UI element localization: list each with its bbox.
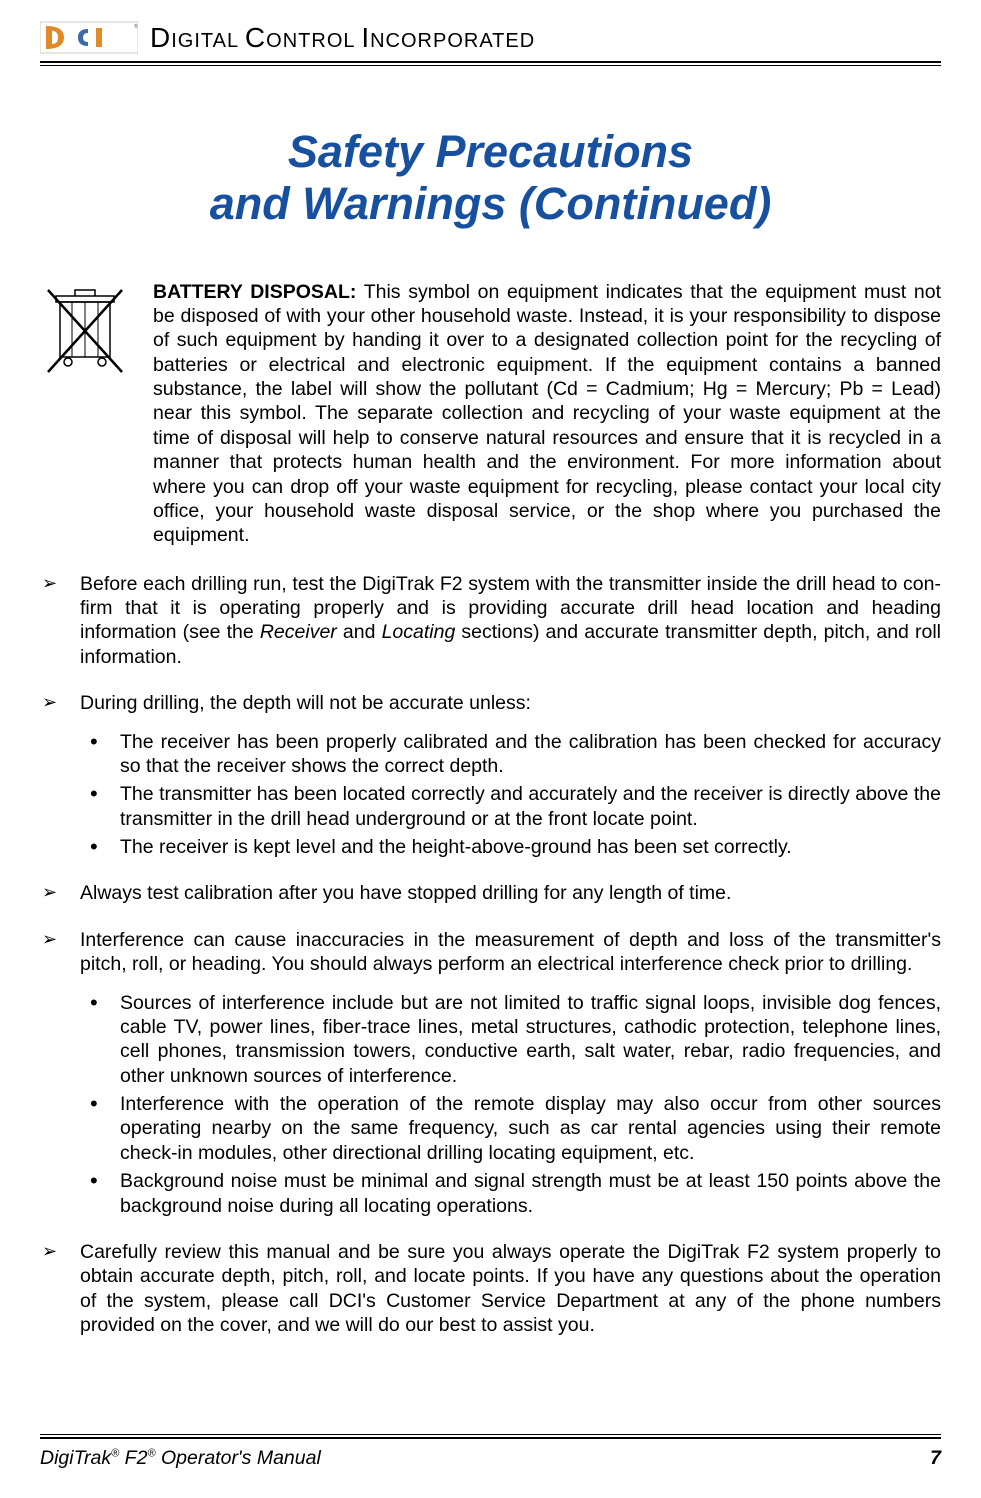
battery-disposal-block: BATTERY DISPOSAL: This symbol on equipme… — [40, 280, 941, 548]
sub-sources: Sources of interference include but are … — [80, 991, 941, 1089]
depth-conditions-list: The receiver has been properly calibrate… — [80, 730, 941, 860]
page-header: ® DIGITAL CONTROL INCORPORATED — [40, 20, 941, 55]
company-name: DIGITAL CONTROL INCORPORATED — [150, 22, 535, 54]
bullet-review-manual: Carefully review this manual and be sure… — [40, 1240, 941, 1338]
page-number: 7 — [930, 1447, 941, 1470]
header-rule-thick — [40, 61, 941, 63]
footer-rule-thick — [40, 1437, 941, 1439]
sub-calibrated: The receiver has been properly calibrate… — [80, 730, 941, 779]
svg-text:®: ® — [134, 23, 138, 30]
footer-rule-thin — [40, 1434, 941, 1435]
bullet-depth-accuracy: During drilling, the depth will not be a… — [40, 691, 941, 859]
sub-remote-display: Interference with the operation of the r… — [80, 1092, 941, 1165]
bullet-interference: Interference can cause inaccuracies in t… — [40, 928, 941, 1218]
interference-list: Sources of interference include but are … — [80, 991, 941, 1218]
sub-background-noise: Background noise must be minimal and sig… — [80, 1169, 941, 1218]
battery-disposal-text: BATTERY DISPOSAL: This symbol on equipme… — [153, 280, 941, 548]
header-rule-thin — [40, 65, 941, 66]
footer-row: DigiTrak® F2® Operator's Manual 7 — [40, 1447, 941, 1470]
precautions-list: Before each drilling run, test the DigiT… — [40, 572, 941, 1338]
sub-level: The receiver is kept level and the heigh… — [80, 835, 941, 859]
footer-title: DigiTrak® F2® Operator's Manual — [40, 1447, 321, 1470]
page-title: Safety Precautions and Warnings (Continu… — [40, 126, 941, 230]
battery-body: This symbol on equipment indicates that … — [153, 281, 941, 547]
sub-located: The transmitter has been located correct… — [80, 782, 941, 831]
page-footer: DigiTrak® F2® Operator's Manual 7 — [40, 1434, 941, 1470]
dci-logo-svg: ® — [40, 20, 138, 55]
dci-logo: ® — [40, 20, 138, 55]
bullet-always-test: Always test calibration after you have s… — [40, 881, 941, 905]
title-line-1: Safety Precautions — [288, 126, 693, 177]
crossed-bin-icon — [40, 280, 135, 548]
title-line-2: and Warnings (Continued) — [210, 178, 772, 229]
bullet-test-before-drilling: Before each drilling run, test the DigiT… — [40, 572, 941, 670]
battery-label: BATTERY DISPOSAL: — [153, 281, 356, 303]
